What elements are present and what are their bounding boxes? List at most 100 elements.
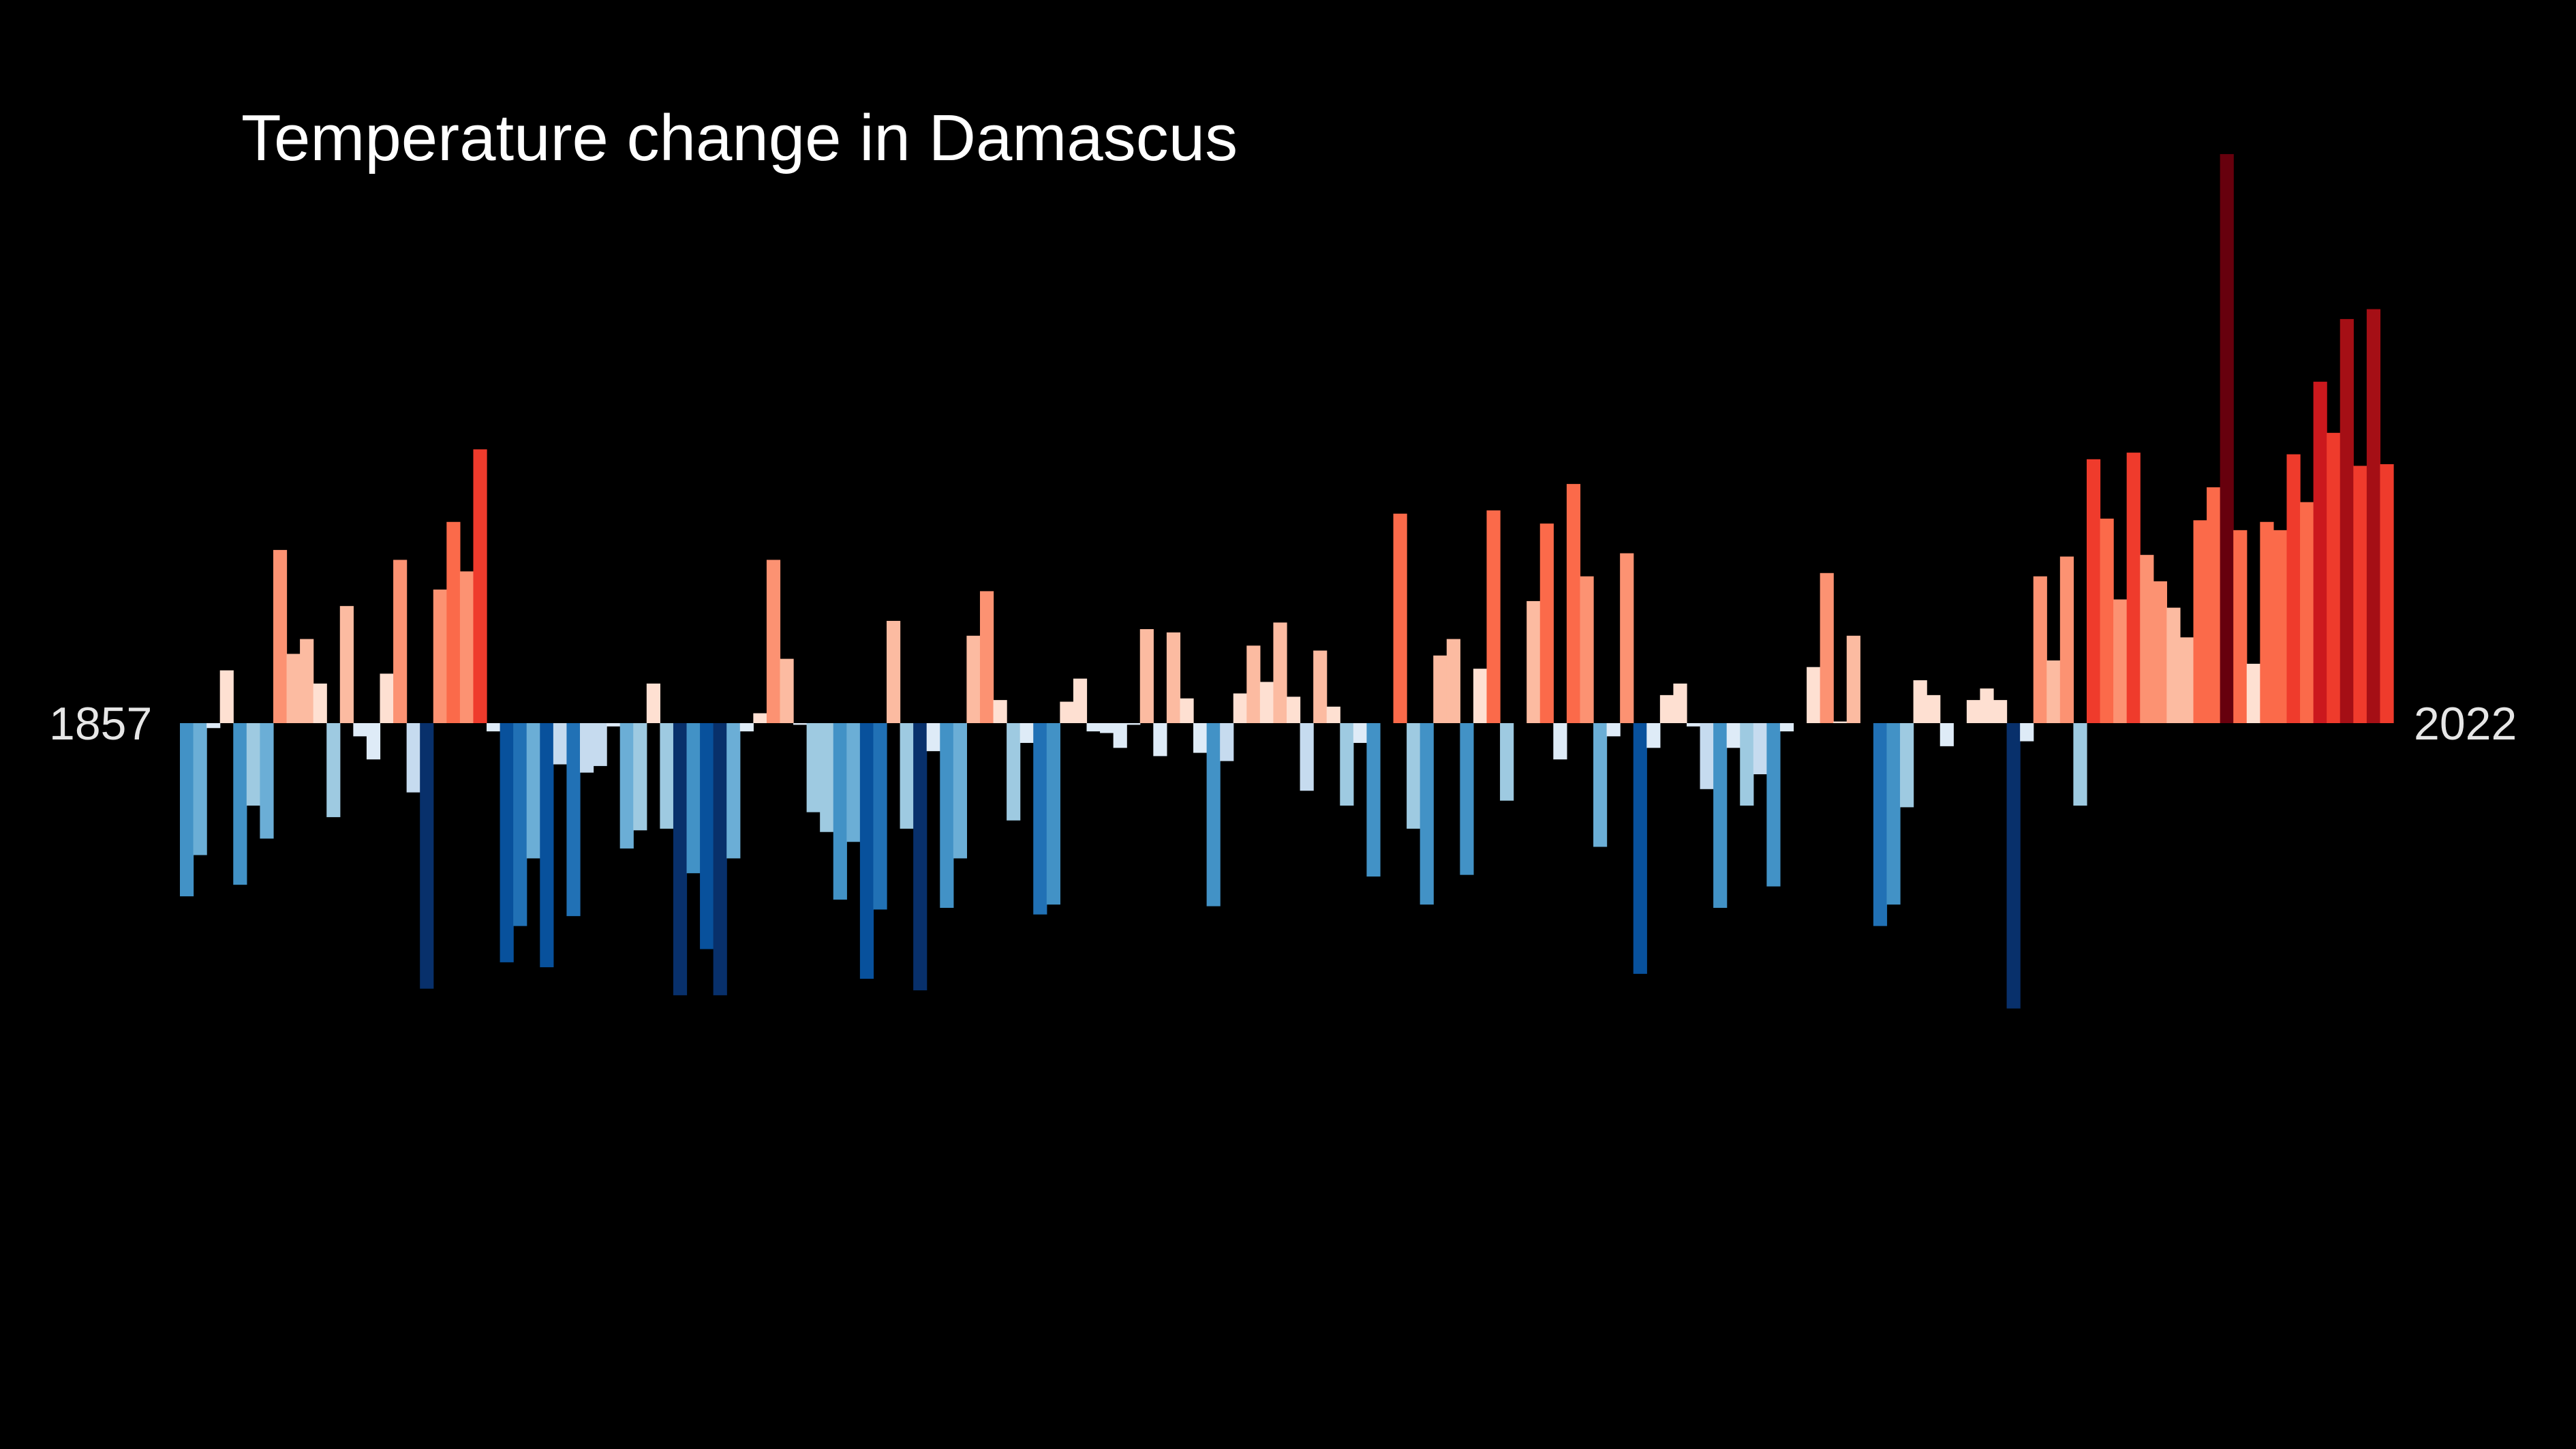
bar-2001 (2100, 518, 2114, 723)
bar-1887 (579, 723, 594, 773)
bar-2004 (2140, 555, 2154, 723)
chart-title: Temperature change in Damascus (241, 102, 1238, 174)
bar-1992 (1980, 688, 1994, 723)
bar-1874 (406, 723, 420, 793)
bar-1863 (260, 723, 274, 839)
bar-1865 (286, 654, 301, 723)
bar-1974 (1740, 723, 1754, 806)
bar-1943 (1326, 706, 1340, 723)
bar-1858 (193, 723, 207, 855)
bar-1994 (2006, 723, 2021, 1009)
bar-2005 (2153, 581, 2167, 723)
bar-1914 (940, 723, 954, 909)
bar-1997 (2046, 660, 2061, 723)
bar-1935 (1220, 723, 1234, 761)
bar-2020 (2353, 466, 2367, 723)
bar-1953 (1460, 723, 1474, 875)
bar-1952 (1446, 639, 1460, 723)
bar-1903 (793, 723, 808, 725)
bar-1969 (1673, 683, 1687, 723)
bar-1899 (739, 723, 754, 732)
bar-1869 (339, 606, 354, 723)
bar-1940 (1287, 697, 1301, 723)
bar-1967 (1646, 723, 1661, 748)
bar-2021 (2366, 309, 2381, 724)
bar-2009 (2207, 487, 2221, 723)
bar-1879 (473, 449, 487, 723)
bar-1886 (566, 723, 581, 917)
bar-1873 (393, 560, 408, 723)
bar-2000 (2086, 459, 2101, 723)
bar-1925 (1086, 723, 1101, 732)
bar-1949 (1407, 723, 1421, 829)
bar-1895 (686, 723, 701, 874)
bar-1859 (206, 723, 221, 729)
start-year-label: 1857 (49, 698, 153, 750)
bar-1964 (1606, 723, 1621, 737)
bar-2008 (2193, 520, 2207, 723)
bar-1948 (1393, 513, 1407, 723)
bar-1965 (1620, 553, 1634, 723)
bar-2012 (2246, 663, 2260, 723)
bar-1891 (633, 723, 647, 831)
bar-2010 (2220, 154, 2234, 724)
bar-1984 (1873, 723, 1888, 926)
bar-1975 (1753, 723, 1767, 775)
bar-1927 (1113, 723, 1127, 748)
bar-1912 (913, 723, 927, 991)
bar-2011 (2233, 530, 2248, 723)
bar-1911 (900, 723, 914, 829)
end-year-label: 2022 (2414, 698, 2517, 750)
bar-2003 (2126, 453, 2141, 723)
bar-1972 (1713, 723, 1728, 909)
bar-1958 (1527, 600, 1541, 723)
bar-1916 (966, 635, 981, 723)
bar-1910 (887, 620, 901, 723)
bar-1988 (1927, 695, 1941, 723)
bar-1954 (1473, 669, 1488, 723)
bar-1985 (1886, 723, 1901, 905)
bar-1961 (1566, 484, 1581, 723)
bar-1971 (1700, 723, 1714, 789)
bar-1917 (979, 591, 994, 723)
bar-1977 (1779, 723, 1794, 732)
bar-2002 (2113, 599, 2128, 723)
bar-1996 (2033, 576, 2047, 723)
bar-1963 (1593, 723, 1608, 847)
bar-2015 (2286, 454, 2301, 723)
bar-1905 (820, 723, 834, 832)
bar-1926 (1100, 723, 1114, 733)
bar-1876 (433, 589, 447, 723)
bar-1860 (219, 670, 234, 723)
bar-1934 (1206, 723, 1221, 906)
bar-1877 (446, 521, 461, 723)
bar-1918 (993, 700, 1007, 723)
bar-1937 (1246, 645, 1261, 723)
bar-1924 (1073, 678, 1088, 723)
bar-1998 (2059, 556, 2074, 723)
bar-1923 (1060, 701, 1074, 723)
bar-1875 (420, 723, 434, 989)
bar-1908 (859, 723, 874, 979)
bar-1868 (326, 723, 341, 817)
bar-1866 (300, 639, 314, 723)
bar-1933 (1193, 723, 1208, 753)
bar-1960 (1553, 723, 1567, 760)
bar-1897 (713, 723, 727, 996)
bar-1951 (1433, 655, 1447, 723)
bar-1882 (513, 723, 527, 926)
bar-1880 (487, 723, 501, 732)
bar-1931 (1166, 632, 1181, 723)
bar-1857 (180, 723, 194, 897)
bar-1995 (2020, 723, 2034, 742)
bar-2017 (2313, 382, 2327, 723)
bar-2007 (2179, 637, 2194, 723)
bar-1956 (1500, 723, 1514, 801)
bar-2014 (2273, 530, 2288, 723)
bar-1885 (553, 723, 568, 765)
bar-1941 (1300, 723, 1314, 791)
bar-1944 (1340, 723, 1354, 806)
bar-1883 (526, 723, 540, 859)
bar-1881 (500, 723, 514, 962)
